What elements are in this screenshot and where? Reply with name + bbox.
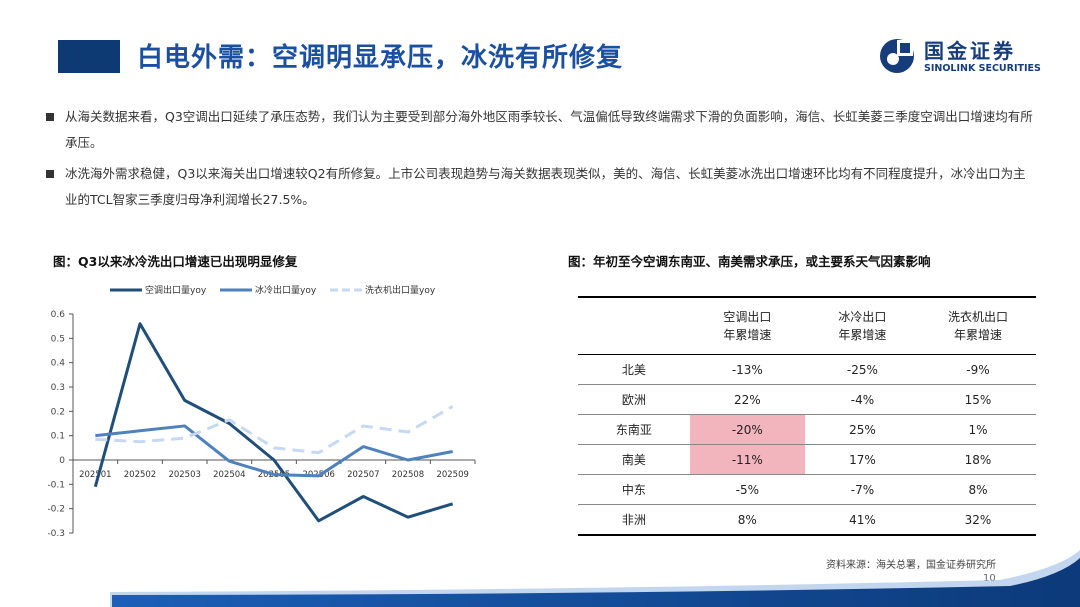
legend-label: 洗衣机出口量yoy [365, 284, 436, 296]
table-header-cell: 洗衣机出口 年累增速 [919, 296, 1036, 355]
value-cell: -25% [804, 354, 920, 385]
table-header-row: 空调出口 年累增速 冰冷出口 年累增速 洗衣机出口 年累增速 [578, 296, 1036, 355]
bullet-list: 从海关数据来看，Q3空调出口延续了承压态势，我们认为主要受到部分海外地区雨季较长… [43, 104, 1033, 218]
value-cell: -13% [689, 354, 805, 385]
page-title: 白电外需：空调明显承压，冰洗有所修复 [137, 43, 624, 73]
x-tick-label: 202509 [436, 470, 468, 480]
header-text: 冰冷出口 年累增速 [838, 310, 887, 342]
bullet-square-icon [46, 170, 54, 178]
series-line-2 [95, 424, 453, 478]
value-cell: 22% [689, 384, 805, 415]
table-header-cell [578, 296, 690, 355]
x-tick-label: 202507 [347, 470, 379, 480]
x-tick-label: 202503 [168, 470, 200, 480]
bullet-item: 冰洗海外需求稳健，Q3以来海关出口增速较Q2有所修复。上市公司表现趋势与海关数据… [43, 161, 1033, 213]
y-tick-label: 0 [59, 456, 65, 466]
table-row: 南美 -11% 17% 18% [578, 444, 1036, 475]
y-tick-label: 0.4 [51, 359, 66, 369]
y-tick-label: -0.2 [47, 505, 65, 515]
right-figure-title: 图：年初至今空调东南亚、南美需求承压，或主要系天气因素影响 [568, 254, 931, 269]
region-cell: 东南亚 [578, 414, 690, 445]
y-tick-label: -0.3 [47, 529, 65, 539]
highlighted-value-cell: -11% [689, 444, 805, 475]
x-tick-label: 202502 [124, 470, 156, 480]
table-header-cell: 空调出口 年累增速 [689, 296, 805, 355]
export-yoy-line-chart: 0.6 0.5 0.4 0.3 0.2 0.1 0 -0.1 -0.2 -0.3 202501 202… [47, 284, 476, 539]
y-tick-label: 0.2 [51, 407, 65, 417]
logo-chinese-name: 国金证券 [924, 39, 1016, 63]
page-number: 10 [983, 573, 996, 584]
value-cell: 41% [804, 504, 920, 536]
bullet-text: 冰洗海外需求稳健，Q3以来海关出口增速较Q2有所修复。上市公司表现趋势与海关数据… [65, 166, 1026, 207]
value-cell: 8% [919, 474, 1036, 505]
footer-wave-decoration [110, 550, 1080, 607]
header-accent-bar [58, 40, 120, 73]
y-tick-label: 0.6 [51, 310, 66, 320]
region-export-table: 空调出口 年累增速 冰冷出口 年累增速 洗衣机出口 年累增速 北美 -13% -… [578, 296, 1036, 536]
region-cell: 欧洲 [578, 384, 690, 415]
y-tick-label: 0.5 [51, 334, 65, 344]
value-cell: 18% [919, 444, 1036, 475]
series-line-3 [95, 405, 454, 455]
bullet-square-icon [46, 113, 54, 121]
table-row: 非洲 8% 41% 32% [578, 504, 1036, 536]
table-row: 欧洲 22% -4% 15% [578, 384, 1036, 415]
y-tick-label: 0.3 [51, 383, 65, 393]
region-cell: 中东 [578, 474, 690, 505]
value-cell: -5% [689, 474, 805, 505]
highlighted-value-cell: -20% [689, 414, 805, 445]
value-cell: 25% [804, 414, 920, 445]
legend-label: 冰冷出口量yoy [255, 284, 317, 296]
x-tick-label: 202504 [213, 470, 245, 480]
value-cell: -4% [804, 384, 920, 415]
region-cell: 非洲 [578, 504, 690, 536]
logo-english-name: SINOLINK SECURITIES [924, 63, 1041, 74]
value-cell: 32% [919, 504, 1036, 536]
value-cell: 8% [689, 504, 805, 536]
region-cell: 南美 [578, 444, 690, 475]
series-line-1 [93, 322, 454, 523]
table-header-cell: 冰冷出口 年累增速 [804, 296, 920, 355]
y-tick-label: 0.1 [51, 432, 65, 442]
header-text: 洗衣机出口 年累增速 [947, 310, 1008, 342]
bullet-item: 从海关数据来看，Q3空调出口延续了承压态势，我们认为主要受到部分海外地区雨季较长… [43, 104, 1033, 156]
table-row: 北美 -13% -25% -9% [578, 354, 1036, 385]
x-tick-label: 202501 [79, 470, 111, 480]
value-cell: 15% [919, 384, 1036, 415]
value-cell: 17% [804, 444, 920, 475]
region-cell: 北美 [578, 354, 690, 385]
company-logo: 国金证券 SINOLINK SECURITIES [878, 33, 1063, 79]
left-figure-title: 图：Q3以来冰冷洗出口增速已出现明显修复 [53, 254, 298, 269]
value-cell: 1% [919, 414, 1036, 445]
x-tick-label: 202508 [392, 470, 424, 480]
y-tick-label: -0.1 [47, 480, 65, 490]
header-text: 空调出口 年累增速 [723, 310, 772, 342]
value-cell: -9% [919, 354, 1036, 385]
source-note: 资料来源：海关总署，国金证券研究所 [826, 560, 996, 571]
table-row: 东南亚 -20% 25% 1% [578, 414, 1036, 445]
table-row: 中东 -5% -7% 8% [578, 474, 1036, 505]
bullet-text: 从海关数据来看，Q3空调出口延续了承压态势，我们认为主要受到部分海外地区雨季较长… [65, 109, 1033, 150]
value-cell: -7% [804, 474, 920, 505]
legend-label: 空调出口量yoy [145, 284, 207, 296]
sinolink-logo-icon [880, 39, 914, 73]
